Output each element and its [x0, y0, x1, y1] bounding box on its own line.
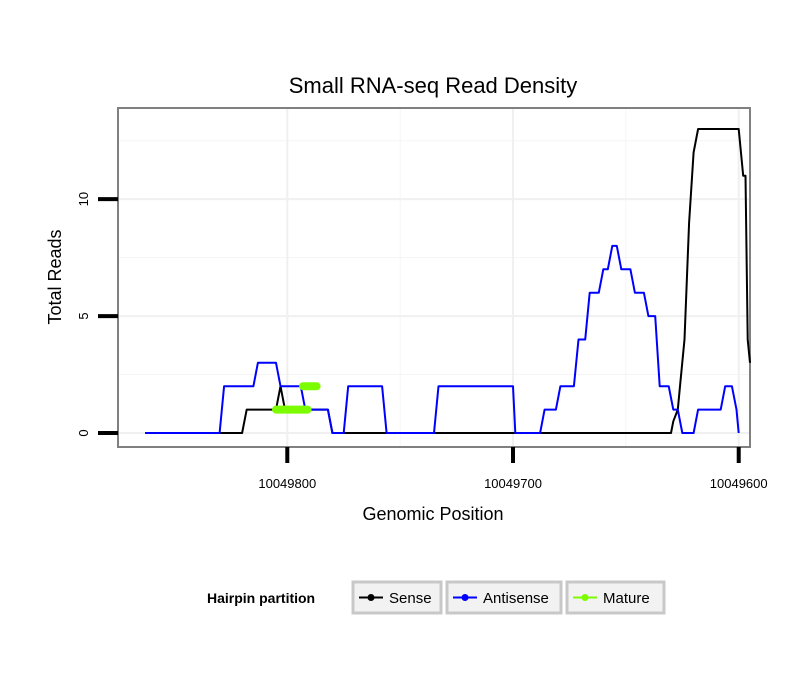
series-line-sense [145, 128, 751, 434]
y-tick-label: 5 [76, 312, 91, 319]
plot-background [117, 107, 751, 448]
legend-label-mature: Mature [603, 590, 650, 607]
axes: 10049800 10049700 10049600 0 5 10 [76, 192, 768, 491]
x-tick-label: 10049700 [484, 476, 542, 491]
chart-title: Small RNA-seq Read Density [289, 73, 578, 98]
x-tick-label: 10049800 [258, 476, 316, 491]
x-tick-label: 10049600 [710, 476, 768, 491]
legend: Hairpin partition Sense Antisense Mature [207, 580, 666, 615]
y-tick-label: 10 [76, 192, 91, 206]
legend-key-antisense [445, 580, 563, 615]
legend-label-sense: Sense [389, 590, 432, 607]
y-axis-title: Total Reads [45, 229, 65, 324]
y-tick-label: 0 [76, 429, 91, 436]
legend-point-antisense [461, 594, 469, 601]
x-axis-title: Genomic Position [362, 504, 503, 524]
legend-point-sense [367, 594, 375, 601]
series-layer [145, 128, 751, 434]
legend-point-mature [581, 594, 589, 601]
legend-label-antisense: Antisense [483, 590, 549, 607]
legend-title: Hairpin partition [207, 590, 315, 606]
